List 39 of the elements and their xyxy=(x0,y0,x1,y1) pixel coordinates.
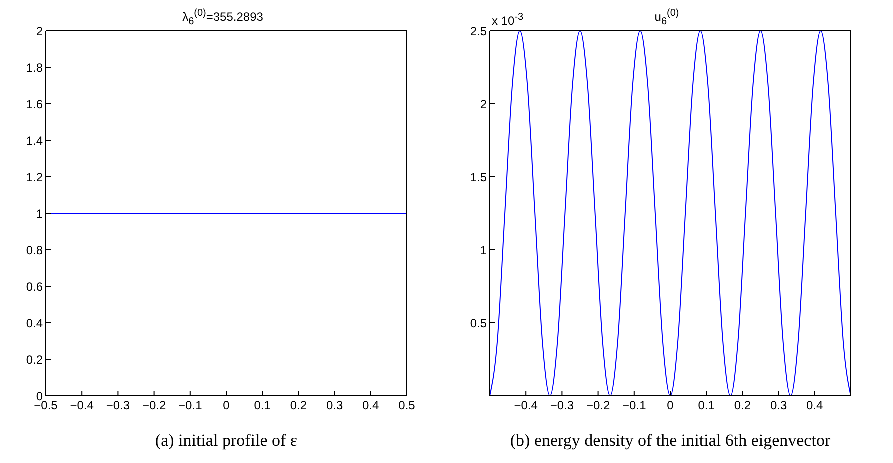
y-tick-label: 1 xyxy=(36,206,44,221)
y-tick-label: 0.5 xyxy=(470,316,488,330)
x-tick-label: 0.4 xyxy=(806,398,824,413)
x-tick-label: −0.1 xyxy=(622,398,647,413)
chart-title: λ$_{6}$$^{(0)}$=355.2893 xyxy=(182,8,264,28)
x-tick-label: −0.4 xyxy=(70,398,94,413)
y-tick-label: 1.6 xyxy=(26,97,44,112)
x-tick-label: 0.4 xyxy=(362,398,380,413)
y-tick-label: 1.5 xyxy=(470,170,488,184)
x-tick-label: −0.3 xyxy=(106,398,130,413)
x-tick-label: 0.5 xyxy=(398,398,416,413)
y-tick-label: 2 xyxy=(36,24,44,38)
y-tick-label: 1.8 xyxy=(26,60,44,75)
x-tick-label: 0.2 xyxy=(290,398,308,413)
x-tick-label: 0.3 xyxy=(770,398,788,413)
x-tick-label: 0.3 xyxy=(326,398,344,413)
x-axis-title: (b) energy density of the initial 6th eigenvector xyxy=(510,431,831,450)
x-tick-label: −0.4 xyxy=(514,398,538,413)
x-tick-label: −0.1 xyxy=(178,398,203,413)
y-tick-label: 2.5 xyxy=(470,24,488,38)
y-tick-label: 1.4 xyxy=(26,134,44,148)
x-tick-label: 0.1 xyxy=(254,398,272,413)
y-tick-label: 1.2 xyxy=(26,170,44,184)
y-tick-label: 0.2 xyxy=(26,352,44,367)
x-tick-label: −0.2 xyxy=(142,398,166,413)
y-tick-label: 0.8 xyxy=(26,243,44,258)
x-tick-label: −0.3 xyxy=(550,398,574,413)
x-tick-label: 0.2 xyxy=(734,398,752,413)
y-tick-label: 1 xyxy=(480,243,488,258)
y-tick-label: 2 xyxy=(480,97,488,112)
x-tick-label: −0.2 xyxy=(586,398,610,413)
line-series xyxy=(490,31,851,396)
x-tick-label: 0.1 xyxy=(698,398,716,413)
y-tick-label: 0.4 xyxy=(26,316,44,330)
text: x 10$^{-3}$ xyxy=(492,12,524,28)
x-tick-label: 0 xyxy=(223,398,230,413)
x-tick-label: 0 xyxy=(667,398,674,413)
y-tick-label: 0.6 xyxy=(26,280,44,294)
x-axis-title: (a) initial profile of ε xyxy=(155,431,298,450)
